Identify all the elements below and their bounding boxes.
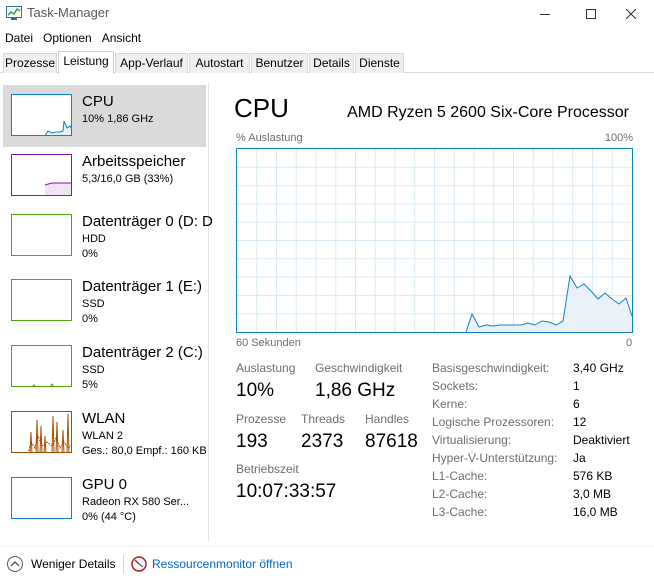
- processes-label: Prozesse: [236, 412, 287, 426]
- maximize-button[interactable]: [568, 0, 614, 28]
- sidebar-item-disk-0[interactable]: Datenträger 0 (D: D HDD 0%: [3, 205, 213, 267]
- sidebar-item-detail-2: Ges.: 80,0 Empf.: 160 KB: [82, 445, 207, 457]
- tab-app-verlauf[interactable]: App-Verlauf: [115, 53, 188, 73]
- spec-label: Sockets:: [432, 379, 479, 393]
- page-title: CPU: [234, 93, 289, 123]
- close-icon: [626, 9, 636, 19]
- spec-value: 1: [573, 379, 580, 393]
- spec-label: Basisgeschwindigkeit:: [432, 361, 550, 375]
- sidebar-item-cpu[interactable]: CPU 10% 1,86 GHz: [3, 85, 206, 147]
- graph-x-label-left: 60 Sekunden: [236, 337, 301, 349]
- tab-leistung[interactable]: Leistung: [58, 51, 114, 74]
- spec-label: L1-Cache:: [432, 469, 488, 483]
- spec-value: 576 KB: [573, 469, 613, 483]
- menu-bar: Datei Optionen Ansicht: [0, 29, 146, 47]
- fewer-details-button[interactable]: Weniger Details: [31, 557, 116, 571]
- close-button[interactable]: [608, 0, 654, 28]
- wlan-thumbnail-graph: [11, 411, 72, 453]
- sidebar-item-detail: HDD: [82, 233, 106, 245]
- spec-label: Logische Prozessoren:: [432, 415, 555, 429]
- sidebar-item-title: Datenträger 0 (D: D: [82, 213, 213, 230]
- handles-label: Handles: [365, 412, 410, 426]
- spec-label: Kerne:: [432, 397, 468, 411]
- sidebar-item-detail: SSD: [82, 364, 105, 376]
- spec-label: Hyper-V-Unterstützung:: [432, 451, 558, 465]
- handles-value: 87618: [365, 431, 418, 452]
- graph-y-max: 100%: [604, 132, 633, 144]
- uptime-label: Betriebszeit: [236, 462, 299, 476]
- menu-optionen[interactable]: Optionen: [43, 31, 92, 45]
- sidebar-item-title: Arbeitsspeicher: [82, 153, 186, 170]
- tab-benutzer[interactable]: Benutzer: [251, 53, 308, 73]
- chevron-up-icon[interactable]: [7, 556, 23, 572]
- memory-thumbnail-graph: [11, 154, 72, 196]
- sidebar-item-title: WLAN: [82, 410, 126, 427]
- minimize-button[interactable]: [522, 0, 568, 28]
- graph-y-label: % Auslastung: [236, 132, 303, 144]
- cpu-usage-graph: [236, 148, 633, 333]
- sidebar-item-detail-2: 5%: [82, 379, 98, 391]
- threads-label: Threads: [301, 412, 346, 426]
- tab-details[interactable]: Details: [309, 53, 354, 73]
- disk-1-thumbnail-graph: [11, 279, 72, 321]
- sidebar-item-disk-1[interactable]: Datenträger 1 (E:) SSD 0%: [3, 270, 206, 332]
- sidebar-item-detail-2: 0%: [82, 313, 98, 325]
- gpu-thumbnail-graph: [11, 477, 72, 519]
- speed-value: 1,86 GHz: [315, 380, 396, 401]
- resource-monitor-icon[interactable]: [131, 556, 147, 572]
- sidebar-item-detail-2: 0%: [82, 248, 98, 260]
- sidebar-item-detail-2: 0% (44 °C): [82, 511, 136, 523]
- threads-value: 2373: [301, 431, 344, 452]
- spec-label: L3-Cache:: [432, 505, 488, 519]
- footer-divider: [0, 546, 654, 547]
- graph-x-label-right: 0: [626, 337, 633, 349]
- minimize-icon: [540, 14, 550, 15]
- title-bar: Task-Manager: [0, 0, 654, 28]
- tab-prozesse[interactable]: Prozesse: [3, 53, 57, 73]
- tab-autostart[interactable]: Autostart: [189, 53, 250, 73]
- sidebar-item-title: CPU: [82, 93, 114, 110]
- window-title: Task-Manager: [27, 5, 110, 20]
- sidebar-item-disk-2[interactable]: Datenträger 2 (C:) SSD 5%: [3, 336, 206, 398]
- menu-datei[interactable]: Datei: [5, 31, 34, 45]
- cpu-usage-chart: [237, 149, 632, 332]
- menu-ansicht[interactable]: Ansicht: [101, 31, 142, 45]
- spec-value: 12: [573, 415, 587, 429]
- spec-label: Virtualisierung:: [432, 433, 512, 447]
- footer-separator: [123, 555, 124, 573]
- sidebar-item-memory[interactable]: Arbeitsspeicher 5,3/16,0 GB (33%): [3, 145, 206, 207]
- sidebar-item-title: Datenträger 1 (E:): [82, 278, 203, 295]
- spec-value: 3,40 GHz: [573, 361, 624, 375]
- spec-value: Deaktiviert: [573, 433, 630, 447]
- spec-value: 16,0 MB: [573, 505, 618, 519]
- uptime-value: 10:07:33:57: [236, 481, 337, 502]
- sidebar-item-detail: 5,3/16,0 GB (33%): [82, 173, 174, 185]
- utilization-value: 10%: [236, 380, 275, 401]
- spec-value: Ja: [573, 451, 586, 465]
- sidebar-item-detail: Radeon RX 580 Ser...: [82, 496, 190, 508]
- sidebar-divider: [208, 82, 209, 542]
- sidebar-item-title: GPU 0: [82, 476, 128, 493]
- open-resource-monitor-link[interactable]: Ressourcenmonitor öffnen: [152, 557, 293, 571]
- sidebar-item-title: Datenträger 2 (C:): [82, 344, 203, 361]
- sidebar-item-detail: SSD: [82, 298, 105, 310]
- sidebar-item-wlan[interactable]: WLAN WLAN 2 Ges.: 80,0 Empf.: 160 KB: [3, 402, 207, 464]
- sidebar-item-gpu[interactable]: GPU 0 Radeon RX 580 Ser... 0% (44 °C): [3, 468, 206, 530]
- disk-2-thumbnail-graph: [11, 345, 72, 387]
- speed-label: Geschwindigkeit: [315, 361, 403, 375]
- tab-dienste[interactable]: Dienste: [355, 53, 404, 73]
- spec-value: 6: [573, 397, 580, 411]
- cpu-thumbnail-graph: [11, 94, 72, 136]
- processor-name: AMD Ryzen 5 2600 Six-Core Processor: [347, 104, 629, 121]
- processes-value: 193: [236, 431, 268, 452]
- disk-0-thumbnail-graph: [11, 214, 72, 256]
- utilization-label: Auslastung: [236, 361, 296, 375]
- tab-bar: Prozesse Leistung App-Verlauf Autostart …: [0, 51, 654, 74]
- maximize-icon: [586, 9, 596, 19]
- spec-value: 3,0 MB: [573, 487, 612, 501]
- sidebar-item-detail: 10% 1,86 GHz: [82, 113, 154, 125]
- task-manager-icon: [6, 6, 22, 20]
- sidebar-item-detail: WLAN 2: [82, 430, 123, 442]
- spec-label: L2-Cache:: [432, 487, 488, 501]
